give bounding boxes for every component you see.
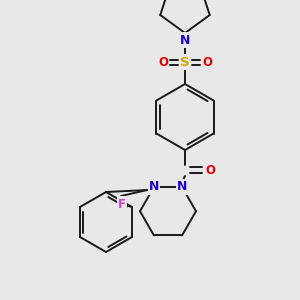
- Text: N: N: [180, 34, 190, 46]
- Text: N: N: [149, 181, 159, 194]
- Text: N: N: [177, 181, 187, 194]
- Text: O: O: [205, 164, 215, 176]
- Text: O: O: [158, 56, 168, 68]
- Text: S: S: [180, 56, 190, 68]
- Text: F: F: [118, 197, 126, 211]
- Text: O: O: [202, 56, 212, 68]
